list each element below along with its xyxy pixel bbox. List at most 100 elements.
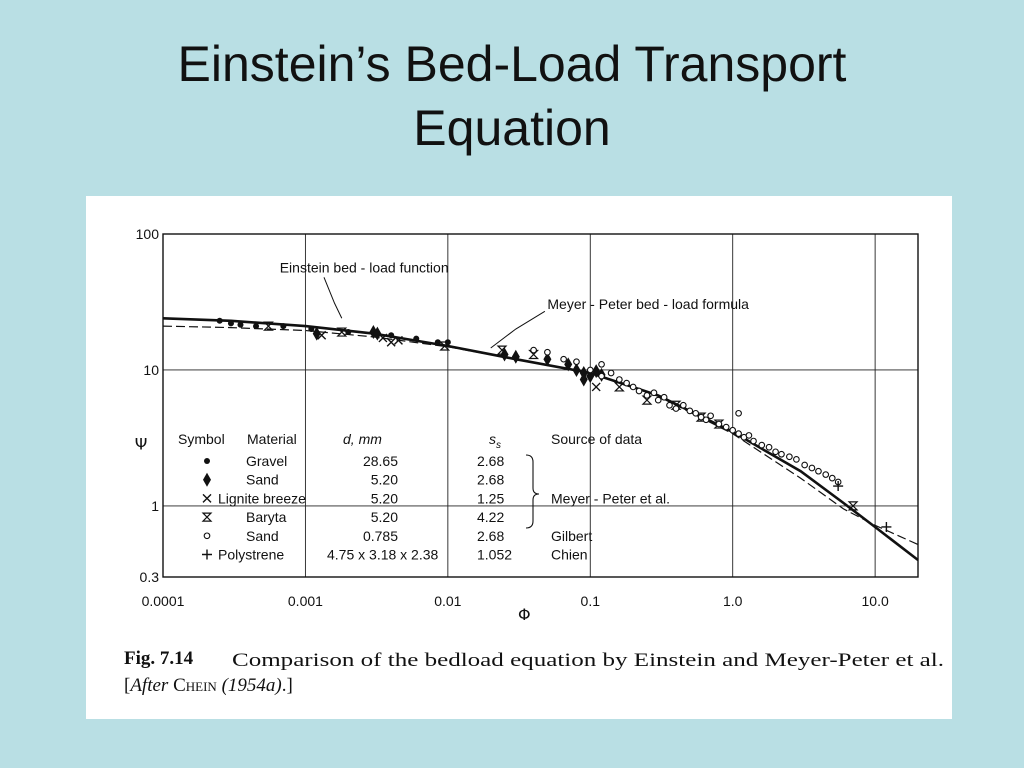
legend-specific-gravity: 2.68 [477,472,504,488]
legend-material: Gravel [246,453,287,469]
marker-x [393,335,403,345]
marker-circle [598,372,605,380]
y-tick-label: 10 [143,362,159,378]
legend-diameter: 28.65 [363,453,398,469]
legend-header: Symbol [178,431,225,447]
marker-dot [345,329,352,336]
marker-diamond [543,352,552,367]
annotation-meyer-peter-leader [490,310,546,349]
caption-source-author: Chein [173,675,217,696]
x-axis-label: Φ [518,605,531,624]
data-point-circle [702,416,710,424]
legend-source: Meyer - Peter et al. [551,490,670,506]
x-tick-label: 0.1 [581,593,601,609]
marker-dot [434,339,441,346]
marker-circle [735,430,742,438]
data-point-circle [666,401,673,409]
marker-circle [650,389,658,397]
data-point-circle [786,453,793,461]
data-point-dot [434,339,441,346]
legend-row: Gravel 28.65 2.68 [204,453,504,469]
marker-circle [750,437,757,445]
y-tick-label: 100 [136,226,160,242]
data-point-dot [388,332,395,339]
marker-circle [598,360,605,368]
legend-material: Sand [246,472,279,488]
data-point-circle [745,432,753,439]
slide-title: Einstein’s Bed-Load Transport Equation [0,32,1024,160]
marker-circle [722,423,730,431]
marker-dot [413,335,420,342]
plot-frame [162,233,919,578]
marker-circle [772,448,779,456]
marker-circle [615,376,623,383]
marker-hourglass [439,341,451,351]
marker-circle [660,393,668,401]
marker-hourglass [336,327,348,337]
data-point-dot [204,458,210,464]
marker-circle [801,461,808,469]
legend-row: Polystrene 4.75 x 3.18 x 2.38 1.052 Chien [202,547,588,563]
data-point-circle [692,409,700,417]
legend-material: Lignite breeze [218,490,306,506]
data-point-circle [735,409,742,417]
legend-diameter: 5.20 [371,472,398,488]
data-point-circle [758,441,766,449]
caption-label: Fig. 7.14 [124,648,194,669]
marker-circle [715,420,723,428]
legend-diameter: 5.20 [371,490,398,506]
marker-circle [635,387,643,395]
data-point-hourglass [439,341,451,351]
data-point-circle [598,360,605,368]
legend-row: Sand 0.785 2.68 Gilbert [203,528,592,544]
data-point-x [393,335,403,345]
data-point-diamond [312,326,321,341]
data-point-circle [607,369,615,377]
data-point-plus [202,549,212,560]
data-point-circle [722,423,730,431]
data-point-dot [227,320,234,327]
x-tick-label: 0.0001 [142,593,185,609]
legend-material: Sand [246,528,279,544]
marker-circle [793,456,800,463]
marker-dot [388,332,395,339]
legend-header: Source of data [551,431,642,447]
legend-row: Lignite breeze 5.20 1.25 Meyer - Peter et a… [202,490,670,506]
marker-circle [707,412,714,420]
legend-header: Material [247,431,297,447]
marker-dot [216,317,223,324]
marker-circle [692,409,700,417]
marker-circle [679,401,687,409]
bedload-chart: 0.0001 0.001 0.01 0.1 1.0 10.0 100 10 1 0.3 Φ Ψ Ein… [124,226,944,696]
data-point-circle [586,366,594,374]
marker-plus [833,481,844,492]
marker-circle [765,443,773,451]
marker-dot [253,323,260,330]
data-point-circle [203,532,211,540]
data-point-hourglass [613,382,625,392]
data-point-dot [216,317,223,324]
caption-source: [After Chein (1954a).] [124,675,293,696]
marker-x [317,330,327,340]
marker-diamond [572,362,581,377]
data-point-plus [833,481,844,492]
legend-specific-gravity: 1.052 [477,547,512,563]
legend-diameter: 5.20 [371,509,398,525]
marker-circle [560,355,567,363]
marker-circle [586,366,594,374]
marker-dot [280,323,287,330]
marker-dot [204,458,210,464]
x-tick-label: 0.001 [288,593,323,609]
annotations: Einstein bed - load function Meyer - Pete… [280,260,749,349]
legend-diameter: 0.785 [363,528,398,544]
data-point-dot [345,329,352,336]
data-point-diamond [203,472,211,487]
data-point-hourglass [496,345,508,355]
marker-circle [672,405,680,412]
data-point-dot [253,323,260,330]
data-point-hourglass [262,321,274,331]
y-tick-label: 1 [151,498,159,514]
data-point-circle [772,448,779,456]
marker-circle [654,396,662,404]
marker-dot [308,326,315,333]
